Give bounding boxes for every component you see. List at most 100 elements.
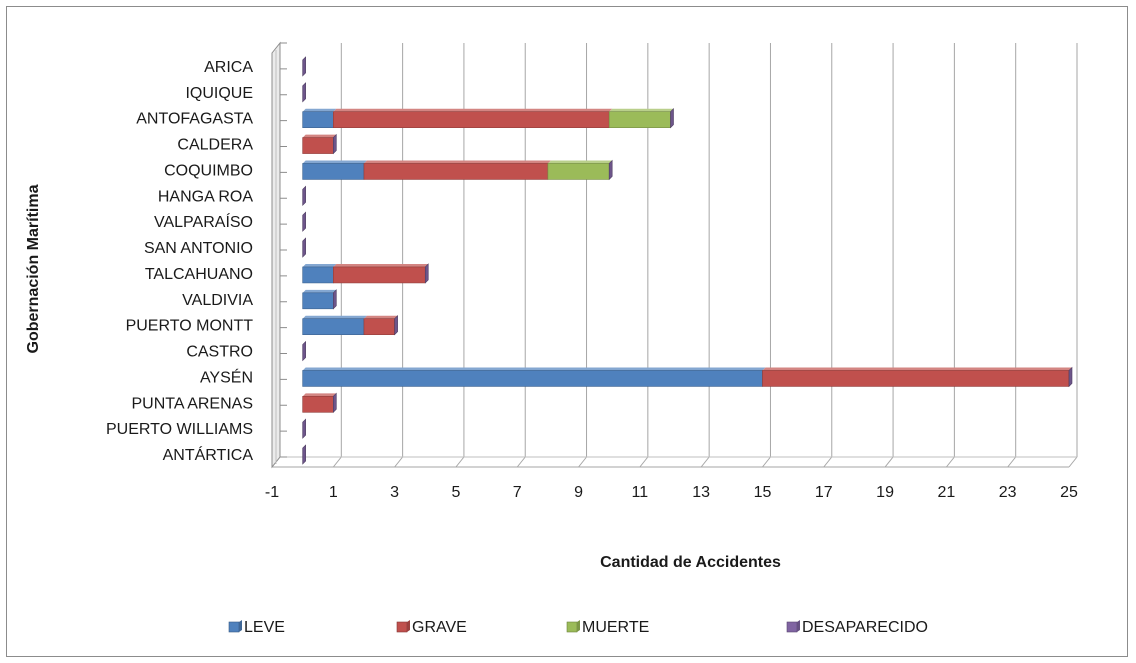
- legend-swatch-desaparecido: [786, 621, 798, 633]
- bar-segment-grave: [302, 137, 334, 154]
- legend-label-desaparecido: DESAPARECIDO: [802, 619, 928, 636]
- bar-end-cap: [333, 289, 337, 310]
- x-tick-label: -1: [265, 484, 279, 501]
- bar-end-cap: [302, 56, 306, 77]
- category-label: ANTÁRTICA: [163, 445, 254, 464]
- bar-top-grave: [302, 134, 337, 138]
- x-tick-label: 21: [937, 484, 955, 501]
- floor-line: [945, 456, 955, 468]
- bar-segment-muerte: [547, 163, 610, 180]
- category-label: PUERTO WILLIAMS: [106, 421, 253, 438]
- bar-end-cap: [302, 418, 306, 439]
- x-tick-label: 3: [390, 484, 399, 501]
- category-label: CASTRO: [186, 344, 253, 361]
- bar-segment-grave: [333, 266, 426, 284]
- category-label: ARICA: [204, 59, 253, 76]
- bar-end-cap: [333, 392, 337, 414]
- floor-line: [700, 456, 710, 468]
- legend-swatch-side: [797, 620, 800, 632]
- bar-top-leve: [302, 108, 337, 112]
- bar-top-leve: [302, 263, 337, 267]
- bar-segment-grave: [762, 370, 1070, 387]
- floor-line: [639, 456, 649, 468]
- bar-end-cap: [302, 82, 306, 103]
- legend-label-leve: LEVE: [244, 619, 285, 636]
- bar-chart: -1 1 3 5 7 9 11 13 15 17 19 21 23 25ARICAIQUIQUEANTOF…: [25, 41, 1078, 636]
- floor-line: [823, 456, 833, 468]
- legend-swatch-muerte: [566, 621, 578, 633]
- legend-swatch-side: [577, 620, 580, 632]
- category-label: PUERTO MONTT: [126, 318, 254, 335]
- floor-line: [884, 456, 894, 468]
- category-label: TALCAHUANO: [145, 266, 253, 283]
- bar-segment-leve: [302, 318, 365, 335]
- floor-line: [762, 456, 771, 468]
- bar-top-leve: [302, 315, 367, 319]
- bar-end-cap: [302, 237, 306, 258]
- bar-top-muerte: [547, 160, 613, 164]
- x-tick-label: 1: [329, 484, 338, 501]
- x-tick-label: 11: [632, 484, 649, 501]
- x-tick-label: 7: [513, 484, 522, 501]
- bar-top-leve: [302, 160, 367, 164]
- bar-segment-grave: [363, 318, 395, 335]
- category-label: CALDERA: [177, 137, 253, 154]
- floor-line: [332, 456, 342, 468]
- category-label: IQUIQUE: [185, 85, 253, 102]
- legend-swatch-grave: [396, 621, 408, 633]
- legend-swatch-side: [407, 620, 410, 632]
- category-label: SAN ANTONIO: [144, 240, 253, 257]
- bar-segment-grave: [363, 163, 549, 180]
- floor-line: [394, 456, 404, 468]
- category-label: ANTOFAGASTA: [136, 111, 253, 128]
- floor-line: [1068, 456, 1078, 468]
- bar-segment-leve: [302, 370, 763, 387]
- category-label: VALPARAÍSO: [154, 212, 253, 231]
- bar-segment-leve: [302, 163, 365, 180]
- floor-line: [455, 456, 465, 468]
- bar-top-muerte: [609, 108, 674, 112]
- x-tick-label: 23: [999, 484, 1017, 501]
- category-label: PUNTA ARENAS: [131, 395, 253, 412]
- legend-swatch-leve: [228, 621, 240, 633]
- bar-end-cap: [670, 107, 674, 129]
- bar-end-cap: [302, 185, 306, 207]
- bar-top-leve: [302, 289, 337, 293]
- bar-end-cap: [333, 133, 337, 155]
- bar-top-grave: [363, 315, 398, 319]
- x-tick-label: 13: [692, 484, 710, 501]
- bar-segment-leve: [302, 111, 334, 128]
- bar-top-leve: [302, 367, 766, 371]
- bar-end-cap: [608, 159, 613, 181]
- chart-frame: -1 1 3 5 7 9 11 13 15 17 19 21 23 25 ARICA IQUIQUE ANTOF…: [6, 6, 1128, 657]
- bar-end-cap: [394, 314, 398, 336]
- x-tick-label: 15: [754, 484, 772, 501]
- x-tick-label: 9: [574, 484, 583, 501]
- bar-end-cap: [302, 211, 306, 232]
- bar-segment-muerte: [608, 111, 671, 128]
- category-label: COQUIMBO: [164, 162, 253, 179]
- y-axis-title: Gobernación Marítima: [25, 184, 42, 353]
- bar-segment-leve: [302, 292, 334, 310]
- legend-swatch-side: [239, 620, 242, 632]
- x-tick-label: 25: [1060, 484, 1078, 501]
- bar-top-grave: [302, 393, 337, 397]
- legend-label-muerte: MUERTE: [582, 619, 649, 636]
- category-label: VALDIVIA: [182, 292, 253, 309]
- bar-top-grave: [333, 108, 613, 112]
- bar-segment-leve: [302, 266, 334, 284]
- x-tick-label: 17: [815, 484, 833, 501]
- bar-top-grave: [363, 160, 551, 164]
- bar-top-grave: [333, 263, 429, 267]
- floor-line: [1007, 456, 1017, 468]
- legend-label-grave: GRAVE: [412, 619, 467, 636]
- bar-end-cap: [1068, 366, 1073, 388]
- bar-end-cap: [302, 444, 306, 465]
- bar-segment-grave: [333, 111, 610, 128]
- floor-line: [578, 456, 587, 468]
- category-label: HANGA ROA: [158, 188, 253, 205]
- bar-end-cap: [302, 340, 306, 362]
- bar-segment-grave: [302, 396, 334, 413]
- category-label: AYSÉN: [200, 367, 253, 386]
- bar-end-cap: [424, 263, 429, 284]
